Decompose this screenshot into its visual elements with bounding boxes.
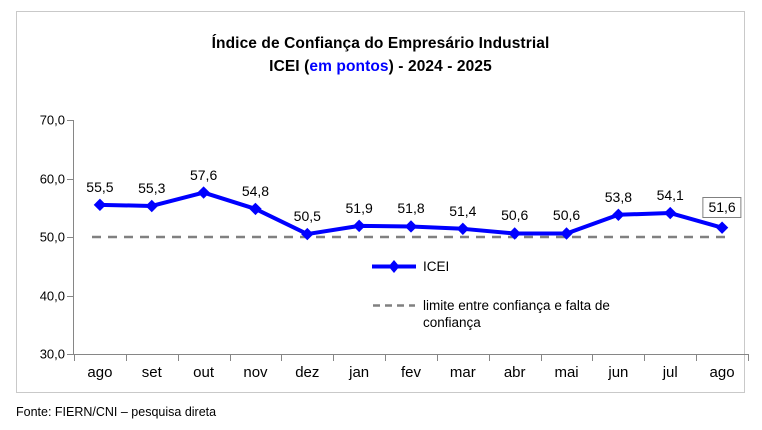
y-axis-tick-label: 30,0 xyxy=(39,346,65,362)
source-note: Fonte: FIERN/CNI – pesquisa direta xyxy=(16,405,217,419)
chart-legend: ICEI limite entre confiança e falta de c… xyxy=(372,258,702,353)
data-point-marker xyxy=(664,206,677,220)
y-axis-tick xyxy=(67,178,73,180)
x-axis-tick-label: out xyxy=(193,364,215,381)
chart-title-units: em pontos xyxy=(309,58,389,75)
data-label: 53,8 xyxy=(604,188,632,205)
x-axis-tick xyxy=(177,355,179,361)
plot-area xyxy=(74,120,748,354)
x-axis-tick-label: nov xyxy=(243,364,268,381)
data-point-marker xyxy=(93,198,107,212)
data-point-marker xyxy=(456,222,470,236)
x-axis-tick xyxy=(592,355,594,361)
x-axis-tick xyxy=(125,355,127,361)
data-point-marker xyxy=(301,227,314,241)
y-axis-tick xyxy=(67,120,73,121)
x-axis-tick xyxy=(333,355,335,361)
x-axis-tick-label: set xyxy=(141,364,162,381)
x-axis-tick-label: mar xyxy=(449,364,476,381)
x-axis-tick xyxy=(540,355,542,361)
data-label: 54,1 xyxy=(656,187,684,203)
y-axis-tick xyxy=(67,354,73,355)
data-label: 55,5 xyxy=(86,178,114,195)
data-label: 51,4 xyxy=(449,202,477,219)
data-point-marker xyxy=(352,219,366,233)
y-axis-tick-label: 50,0 xyxy=(39,229,65,245)
x-axis-tick xyxy=(488,355,490,361)
x-axis-tick xyxy=(644,355,646,361)
x-axis-tick xyxy=(281,355,283,361)
x-axis-tick-label: jan xyxy=(349,364,370,381)
x-axis-tick xyxy=(74,355,75,361)
x-axis-tick-label: jul xyxy=(662,364,678,381)
data-point-marker xyxy=(508,227,521,240)
chart-title: Índice de Confiança do Empresário Indust… xyxy=(17,32,744,78)
data-point-marker xyxy=(715,221,729,234)
legend-item-icei: ICEI xyxy=(372,258,702,275)
y-axis-tick-label: 60,0 xyxy=(39,171,65,186)
data-point-marker xyxy=(612,208,625,221)
x-axis-tick-label: jun xyxy=(608,364,629,381)
legend-label-icei: ICEI xyxy=(423,259,450,274)
data-point-marker xyxy=(560,227,573,240)
data-point-marker xyxy=(404,220,418,233)
x-axis-tick-label: abr xyxy=(503,364,526,381)
y-axis-tick-label: 70,0 xyxy=(39,112,65,128)
data-label: 51,8 xyxy=(397,200,425,217)
y-axis-tick-label: 40,0 xyxy=(39,288,65,303)
data-point-marker xyxy=(249,202,262,216)
y-axis-tick xyxy=(67,237,73,238)
x-axis-tick-label: dez xyxy=(295,364,320,381)
data-label: 50,6 xyxy=(501,207,529,224)
chart-title-prefix: ICEI ( xyxy=(269,58,310,75)
y-axis-labels: 30,0 40,0 50,0 60,0 70,0 xyxy=(17,12,65,392)
y-axis-tick xyxy=(67,295,73,297)
data-label: 57,6 xyxy=(189,166,218,183)
x-axis-tick xyxy=(436,355,438,361)
chart-title-line-1: Índice de Confiança do Empresário Indust… xyxy=(211,35,550,52)
x-axis-tick xyxy=(748,355,749,361)
x-axis-tick-label: fev xyxy=(400,364,422,381)
legend-label-reference-line: limite entre confiança e falta de confia… xyxy=(423,298,610,330)
x-axis-tick-label: mai xyxy=(554,364,579,381)
data-label: 51,9 xyxy=(345,199,373,216)
x-axis-line xyxy=(73,354,749,355)
x-axis-tick xyxy=(385,355,387,361)
data-label: 55,3 xyxy=(138,179,166,196)
y-axis-line xyxy=(73,120,74,355)
series-plot xyxy=(92,186,730,241)
chart-container: Índice de Confiança do Empresário Indust… xyxy=(16,11,749,393)
chart-title-line-2: ICEI (em pontos) - 2024 - 2025 xyxy=(17,55,744,78)
data-label-highlighted: 51,6 xyxy=(702,196,742,218)
data-point-marker xyxy=(145,199,158,213)
x-axis-tick-label: ago xyxy=(87,364,113,381)
chart-title-suffix: ) - 2024 - 2025 xyxy=(388,58,492,75)
data-point-marker xyxy=(197,186,210,199)
x-axis-tick xyxy=(696,355,698,361)
line-marker-icon xyxy=(372,258,416,275)
data-label: 50,6 xyxy=(552,207,581,224)
data-label: 54,8 xyxy=(241,182,270,199)
x-axis-tick xyxy=(229,355,231,361)
dashed-line-icon xyxy=(372,297,416,314)
data-label: 50,5 xyxy=(293,208,321,225)
legend-item-reference-line: limite entre confiança e falta de confia… xyxy=(372,297,702,331)
x-axis-tick-label: ago xyxy=(709,364,735,381)
